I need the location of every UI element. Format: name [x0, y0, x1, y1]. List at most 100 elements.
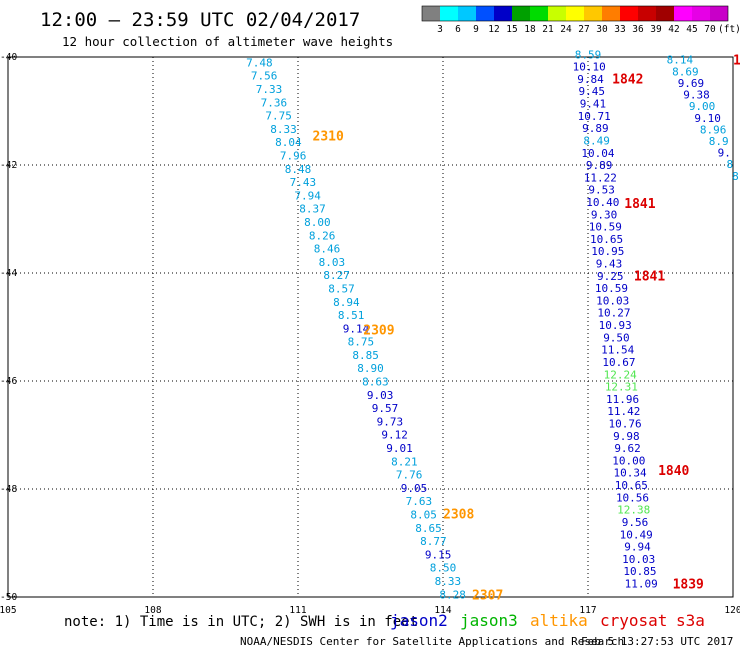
swh-value: 8.59 — [575, 48, 602, 61]
swh-value: 9.30 — [591, 208, 618, 221]
pass-number-label: 2309 — [363, 324, 394, 339]
footer: note: 1) Time is in UTC; 2) SWH is in fe… — [64, 611, 733, 648]
lat-tick-label: -42 — [0, 160, 17, 171]
swh-value: 11.09 — [625, 578, 658, 591]
swh-value: 9.50 — [603, 331, 630, 344]
swh-value: 8.27 — [323, 269, 350, 282]
lat-tick-label: -40 — [0, 52, 17, 63]
swh-value: 8 — [732, 170, 739, 183]
swh-value: 8.05 — [410, 509, 437, 522]
swh-value: 8.14 — [667, 54, 694, 67]
map-grid — [8, 57, 733, 597]
footer-timestamp: Feb 5 13:27:53 UTC 2017 — [581, 635, 733, 648]
swh-value: 8.96 — [700, 123, 727, 136]
legend-swatch — [692, 6, 710, 21]
swh-value: 8.85 — [352, 349, 379, 362]
swh-value: 9.41 — [580, 98, 607, 111]
swh-value: 9.53 — [588, 184, 615, 197]
footer-note: note: 1) Time is in UTC; 2) SWH is in fe… — [64, 614, 418, 630]
legend-tick-label: 30 — [596, 24, 608, 35]
swh-value: 10.56 — [616, 491, 649, 504]
legend-swatch — [458, 6, 476, 21]
lat-tick-label: -44 — [0, 268, 17, 279]
legend-swatch — [422, 6, 440, 21]
swh-value: 9.57 — [372, 402, 399, 415]
swh-value: 10.59 — [589, 221, 622, 234]
swh-value: 8.51 — [338, 309, 365, 322]
legend-tick-label: 21 — [542, 24, 554, 35]
swh-value: 10.10 — [573, 61, 606, 74]
legend-tick-label: 45 — [686, 24, 697, 35]
figure-subtitle: 12 hour collection of altimeter wave hei… — [62, 34, 393, 49]
pass-number-label: 1842 — [612, 73, 643, 88]
legend-swatch — [656, 6, 674, 21]
swh-value: 8.90 — [357, 362, 384, 375]
legend-tick-label: 27 — [578, 24, 589, 35]
swh-value: 11.22 — [584, 171, 617, 184]
swh-value: 10.65 — [615, 479, 648, 492]
swh-value: 8.65 — [415, 522, 442, 535]
swh-value: 9.94 — [624, 541, 651, 554]
swh-value: 9.12 — [381, 429, 408, 442]
swh-value: 8.26 — [309, 229, 336, 242]
pass-number-label: 2307 — [472, 588, 503, 603]
swh-value: 8.57 — [328, 282, 355, 295]
legend-swatch — [512, 6, 530, 21]
swh-value: 11.42 — [607, 405, 640, 418]
swh-value: 7.43 — [290, 176, 317, 189]
swh-value: 7.96 — [280, 149, 307, 162]
swh-value: 8.03 — [319, 256, 346, 269]
lon-tick-label: 108 — [144, 605, 161, 616]
swh-value: 9.62 — [614, 442, 641, 455]
swh-value: 10.04 — [581, 147, 614, 160]
legend-unit: (ft) — [718, 24, 740, 35]
legend-swatch — [548, 6, 566, 21]
swh-value: 7.33 — [256, 83, 283, 96]
legend-tick-label: 42 — [668, 24, 679, 35]
pass-number-label: 1839 — [673, 578, 704, 593]
swh-value: 8.69 — [672, 65, 699, 78]
swh-value: 8.94 — [333, 296, 360, 309]
swh-value: 10.85 — [623, 565, 656, 578]
legend-tick-label: 15 — [506, 24, 517, 35]
legend-swatch — [620, 6, 638, 21]
swh-value: 10.59 — [595, 282, 628, 295]
swh-value: 9. — [718, 147, 731, 160]
swh-value: 9.84 — [577, 73, 604, 86]
swh-value: 9.05 — [401, 482, 428, 495]
axis-tick-labels: 105 108 111 114 117 120 -40 -42 -44 -46 -48 -50 — [0, 52, 740, 616]
swh-value: 8.49 — [583, 134, 610, 147]
legend-tick-label: 12 — [488, 24, 499, 35]
satellite-jason3: jason3 — [460, 611, 518, 630]
pass-number-label: 1 — [733, 54, 740, 69]
swh-value: 10.65 — [590, 233, 623, 246]
pass-number-label: 1841 — [624, 197, 655, 212]
legend-swatch — [440, 6, 458, 21]
legend-tick-label: 6 — [455, 24, 461, 35]
legend-swatch — [638, 6, 656, 21]
swh-value: 9.38 — [683, 89, 710, 102]
legend-tick-label: 70 — [704, 24, 716, 35]
swh-value: 9.43 — [596, 258, 623, 271]
swh-value: 9.89 — [586, 159, 613, 172]
footer-credit: NOAA/NESDIS Center for Satellite Applica… — [240, 635, 624, 648]
pass-number-label: 1841 — [634, 270, 665, 285]
swh-value: 12.24 — [604, 368, 637, 381]
swh-value: 7.63 — [406, 495, 433, 508]
lon-tick-label: 105 — [0, 605, 17, 616]
track-east-track: 8.148.699.699.389.009.108.968.99.88 — [667, 54, 739, 183]
legend-tick-label: 39 — [650, 24, 662, 35]
swh-value: 9.25 — [597, 270, 624, 283]
swh-value: 7.75 — [265, 110, 292, 123]
altimeter-tracks: 7.487.567.337.367.758.338.047.968.487.43… — [246, 48, 739, 601]
map-frame — [7, 56, 734, 598]
swh-value: 8.75 — [348, 336, 375, 349]
swh-value: 8 — [727, 158, 734, 171]
legend-swatch — [602, 6, 620, 21]
swh-value: 9.15 — [425, 548, 452, 561]
pass-number-label: 1840 — [658, 464, 689, 479]
swh-value: 9.01 — [386, 442, 413, 455]
swh-value: 11.96 — [606, 393, 639, 406]
swh-value: 8.04 — [275, 136, 302, 149]
